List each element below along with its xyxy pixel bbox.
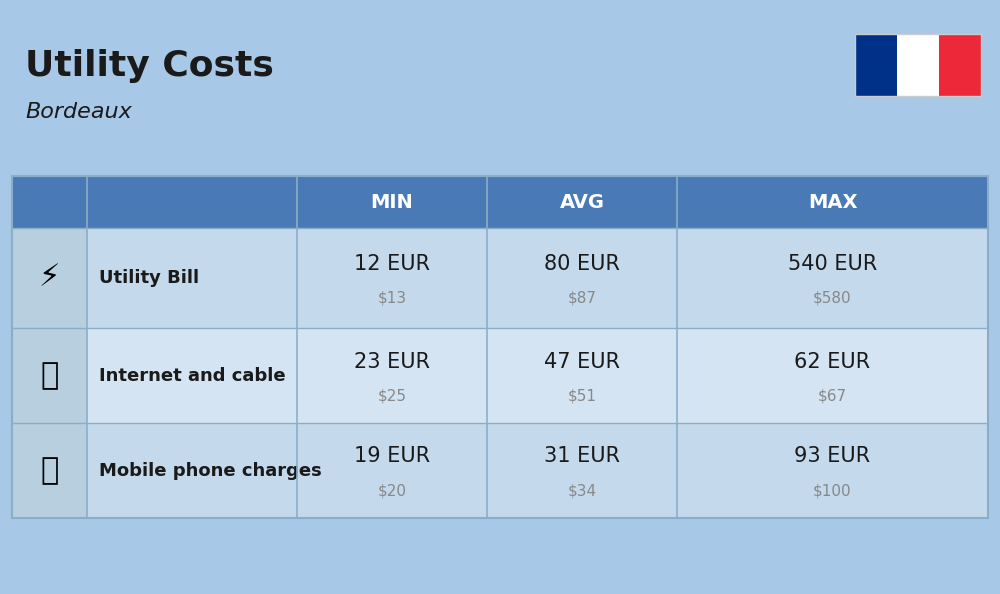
Text: 23 EUR: 23 EUR: [354, 352, 430, 371]
FancyBboxPatch shape: [855, 34, 897, 96]
FancyBboxPatch shape: [12, 228, 87, 328]
Text: 540 EUR: 540 EUR: [788, 254, 877, 274]
Text: $67: $67: [818, 388, 847, 403]
Text: Utility Bill: Utility Bill: [99, 269, 199, 287]
Text: MAX: MAX: [808, 192, 857, 211]
Text: Mobile phone charges: Mobile phone charges: [99, 462, 322, 479]
FancyBboxPatch shape: [897, 34, 939, 96]
FancyBboxPatch shape: [12, 228, 988, 328]
Text: Bordeaux: Bordeaux: [25, 102, 132, 122]
Text: 📡: 📡: [40, 361, 59, 390]
Text: AVG: AVG: [560, 192, 604, 211]
Text: 62 EUR: 62 EUR: [794, 352, 871, 371]
Text: $100: $100: [813, 483, 852, 498]
Text: $25: $25: [378, 388, 406, 403]
Bar: [855, 34, 981, 96]
FancyBboxPatch shape: [12, 423, 87, 518]
FancyBboxPatch shape: [12, 176, 988, 228]
Text: Internet and cable: Internet and cable: [99, 366, 286, 384]
FancyBboxPatch shape: [939, 34, 981, 96]
Bar: [12, 176, 988, 518]
Text: $87: $87: [568, 290, 596, 305]
Text: $13: $13: [377, 290, 407, 305]
Text: 19 EUR: 19 EUR: [354, 447, 430, 466]
Text: MIN: MIN: [371, 192, 413, 211]
Text: $580: $580: [813, 290, 852, 305]
Text: 12 EUR: 12 EUR: [354, 254, 430, 274]
Text: $51: $51: [568, 388, 596, 403]
FancyBboxPatch shape: [12, 328, 87, 423]
Text: Utility Costs: Utility Costs: [25, 49, 274, 83]
FancyBboxPatch shape: [12, 423, 988, 518]
Text: 80 EUR: 80 EUR: [544, 254, 620, 274]
Text: 93 EUR: 93 EUR: [794, 447, 871, 466]
FancyBboxPatch shape: [12, 328, 988, 423]
Text: $34: $34: [567, 483, 597, 498]
Text: 47 EUR: 47 EUR: [544, 352, 620, 371]
Text: $20: $20: [378, 483, 406, 498]
Text: 📱: 📱: [40, 456, 59, 485]
Text: ⚡: ⚡: [39, 264, 60, 292]
Text: 31 EUR: 31 EUR: [544, 447, 620, 466]
